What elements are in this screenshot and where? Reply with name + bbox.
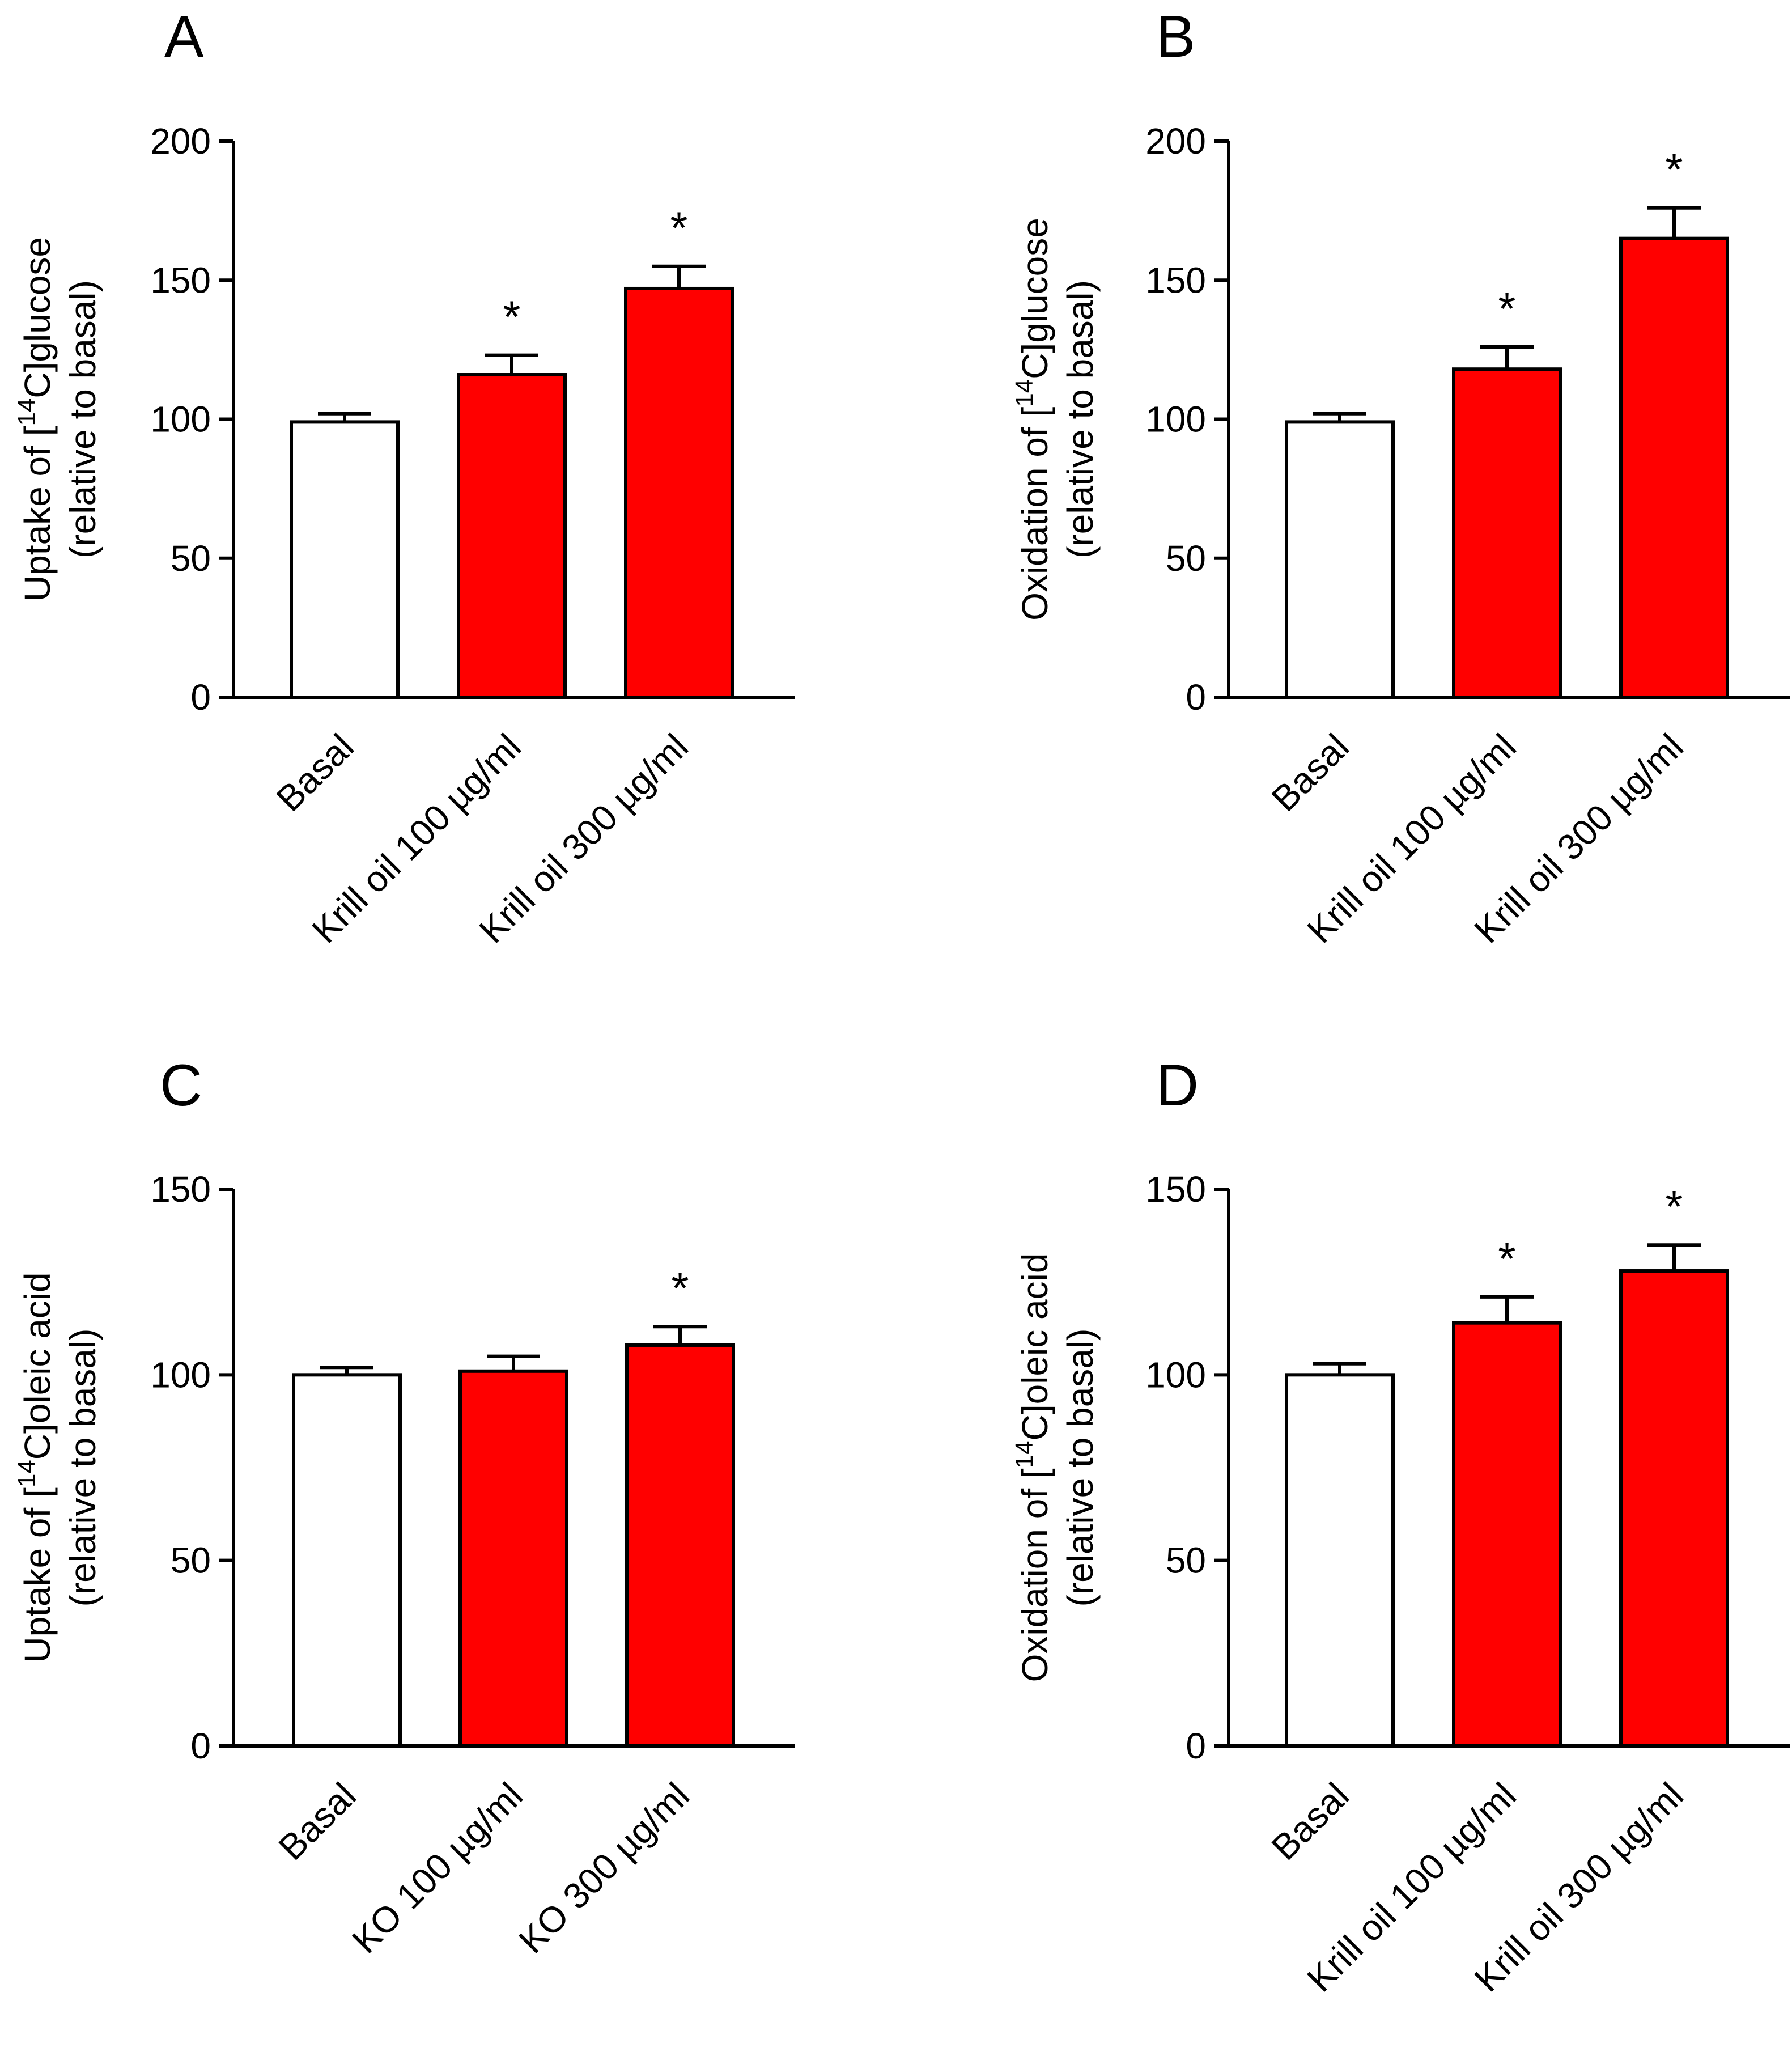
y-tick-label: 0 <box>1186 1726 1206 1766</box>
y-axis-label-part: Uptake of [ <box>17 426 58 601</box>
y-tick-label: 50 <box>1166 538 1206 579</box>
y-tick-label: 150 <box>150 260 211 300</box>
y-axis-label-part: Uptake of [ <box>17 1487 58 1663</box>
y-axis-label-part: Oxidation of [ <box>1014 407 1055 621</box>
significance-marker: * <box>503 292 520 342</box>
y-axis-label-part: Oxidation of [ <box>1014 1468 1055 1682</box>
significance-marker: * <box>1665 145 1683 195</box>
y-tick-label: 0 <box>190 677 211 718</box>
y-axis-label-part: C]glucose <box>1014 218 1055 379</box>
panel-letter: C <box>160 1053 202 1118</box>
y-axis-label: Oxidation of [14C]glucose <box>1010 218 1055 621</box>
significance-marker: * <box>1498 283 1515 334</box>
y-tick-label: 100 <box>150 399 211 440</box>
bar <box>1452 1321 1562 1748</box>
bar <box>625 1343 735 1748</box>
y-tick-label: 150 <box>1145 260 1206 300</box>
y-axis-label-superscript: 14 <box>13 1460 41 1487</box>
y-axis-label-line-2: (relative to basal) <box>62 1329 103 1607</box>
y-axis-label-superscript: 14 <box>1010 379 1038 407</box>
bar <box>290 420 400 700</box>
y-tick-label: 0 <box>1186 677 1206 718</box>
y-axis-label-superscript: 14 <box>13 399 41 426</box>
panel-letter: A <box>164 4 204 70</box>
y-axis-label-part: C]oleic acid <box>17 1272 58 1460</box>
y-axis-label: Uptake of [14C]oleic acid <box>13 1272 58 1663</box>
bar <box>458 1369 568 1748</box>
bar <box>1285 420 1395 700</box>
y-axis-label: Oxidation of [14C]oleic acid <box>1010 1253 1055 1682</box>
y-axis-label-line-2: (relative to basal) <box>62 280 103 558</box>
significance-marker: * <box>671 1263 689 1313</box>
y-tick-label: 150 <box>1145 1169 1206 1210</box>
significance-marker: * <box>1665 1181 1683 1232</box>
panel-letter: B <box>1156 4 1195 70</box>
panel-letter: D <box>1156 1053 1199 1118</box>
significance-marker: * <box>1498 1234 1515 1284</box>
bar <box>1619 1269 1729 1748</box>
bar <box>292 1373 402 1748</box>
y-axis-label-part: C]glucose <box>17 237 58 399</box>
bar <box>624 286 734 699</box>
bar <box>457 373 567 699</box>
y-axis-label-part: C]oleic acid <box>1014 1253 1055 1441</box>
bar <box>1285 1373 1395 1748</box>
y-tick-label: 150 <box>150 1169 211 1210</box>
y-tick-label: 100 <box>1145 399 1206 440</box>
y-axis-label: Uptake of [14C]glucose <box>13 237 58 601</box>
y-tick-label: 50 <box>171 538 211 579</box>
y-tick-label: 100 <box>150 1354 211 1395</box>
bar <box>1619 236 1729 699</box>
y-axis-label-line-2: (relative to basal) <box>1060 280 1101 558</box>
y-tick-label: 0 <box>190 1726 211 1766</box>
y-axis-label-line-2: (relative to basal) <box>1060 1329 1101 1607</box>
y-tick-label: 50 <box>1166 1540 1206 1581</box>
y-axis-label-superscript: 14 <box>1010 1440 1038 1468</box>
y-tick-label: 50 <box>171 1540 211 1581</box>
significance-marker: * <box>670 203 687 253</box>
y-tick-label: 200 <box>150 121 211 162</box>
y-tick-label: 200 <box>1145 121 1206 162</box>
y-tick-label: 100 <box>1145 1354 1206 1395</box>
bar <box>1452 367 1562 699</box>
